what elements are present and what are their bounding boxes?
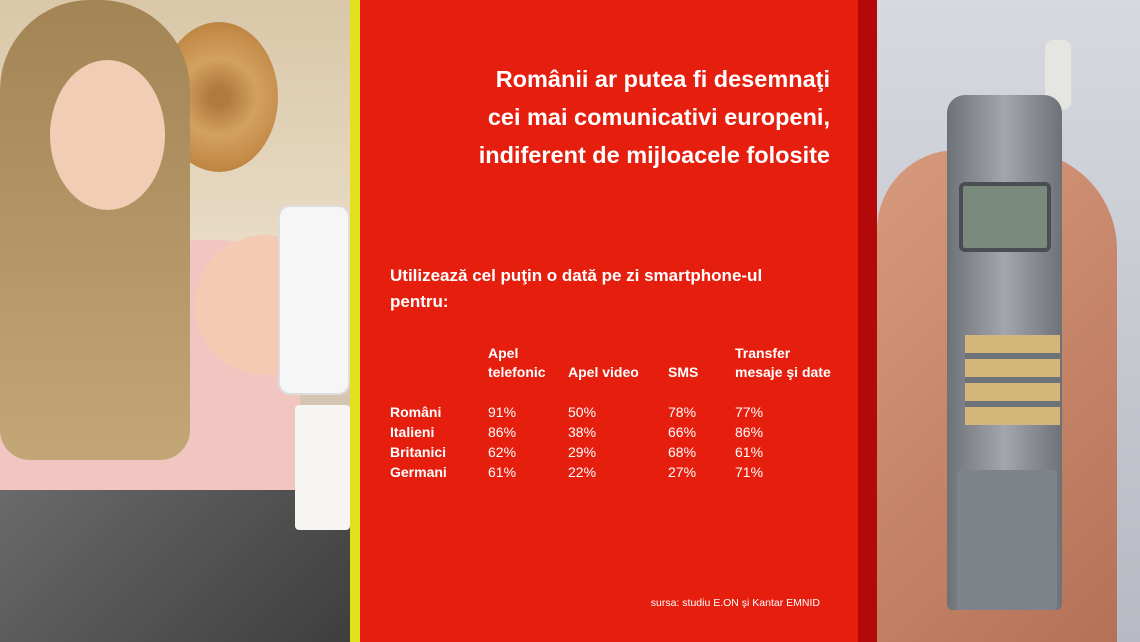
table-header-row: Apel telefonic Apel video SMS Transfer m… xyxy=(390,344,831,402)
table-row: Italieni 86% 38% 66% 86% xyxy=(390,422,831,442)
dark-red-strip xyxy=(858,0,877,642)
usage-table: Apel telefonic Apel video SMS Transfer m… xyxy=(390,344,831,482)
header-sms: SMS xyxy=(668,364,699,380)
cell: 71% xyxy=(735,464,764,480)
table-row: Britanici 62% 29% 68% 61% xyxy=(390,442,831,462)
cell: 86% xyxy=(735,424,764,440)
cell: 86% xyxy=(488,424,517,440)
face xyxy=(50,60,165,210)
photo-woman-video-call xyxy=(0,0,350,642)
phone-keypad xyxy=(965,335,1060,425)
smartphone xyxy=(278,205,350,395)
cell: 62% xyxy=(488,444,517,460)
photo-old-flip-phone xyxy=(877,0,1140,642)
header-video-call: Apel video xyxy=(568,364,639,380)
phone-screen xyxy=(959,182,1051,252)
cell: 78% xyxy=(668,404,697,420)
cell: 38% xyxy=(568,424,597,440)
row-label: Italieni xyxy=(390,424,435,440)
row-label: Români xyxy=(390,404,442,420)
header-empty xyxy=(390,344,488,402)
cell: 50% xyxy=(568,404,597,420)
cell: 22% xyxy=(568,464,597,480)
table-row: Germani 61% 22% 27% 71% xyxy=(390,462,831,482)
table xyxy=(0,490,350,642)
yellow-stripe xyxy=(350,0,360,642)
row-label: Germani xyxy=(390,464,447,480)
cell: 68% xyxy=(668,444,697,460)
headline: Românii ar putea fi desemnaţi cei mai co… xyxy=(478,66,830,168)
cell: 66% xyxy=(668,424,697,440)
cell: 27% xyxy=(668,464,697,480)
cell: 29% xyxy=(568,444,597,460)
cell: 61% xyxy=(488,464,517,480)
phone-flip xyxy=(957,470,1057,610)
header-phone-call: Apel telefonic xyxy=(488,345,546,380)
table-row: Români 91% 50% 78% 77% xyxy=(390,402,831,422)
header-data-transfer: Transfer mesaje şi date xyxy=(735,345,831,380)
cell: 77% xyxy=(735,404,764,420)
subtitle: Utilizează cel puţin o dată pe zi smartp… xyxy=(390,266,763,311)
source-note: sursa: studiu E.ON şi Kantar EMNID xyxy=(650,597,820,609)
info-panel: Românii ar putea fi desemnaţi cei mai co… xyxy=(360,0,858,642)
cell: 91% xyxy=(488,404,517,420)
cell: 61% xyxy=(735,444,764,460)
coffee-cup xyxy=(295,405,350,530)
row-label: Britanici xyxy=(390,444,447,460)
